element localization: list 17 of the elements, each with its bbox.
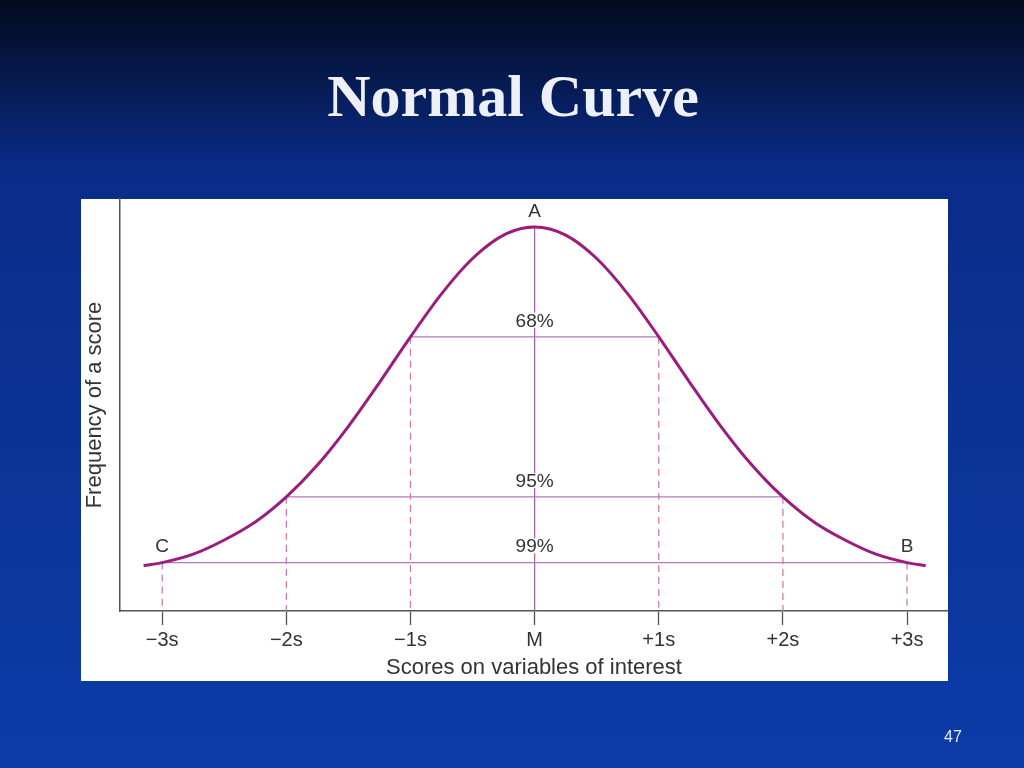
x-axis-title: Scores on variables of interest — [386, 653, 682, 679]
x-tick-label: +1s — [642, 627, 676, 650]
chart-title: Normal Curve — [327, 62, 699, 129]
x-tick-label: −1s — [394, 627, 427, 650]
annotation: C — [155, 535, 170, 557]
annotation: B — [900, 535, 914, 557]
text: 47 — [944, 728, 962, 746]
annotation: 68% — [515, 309, 554, 331]
x-tick-label: +2s — [766, 627, 800, 650]
annotation: 95% — [515, 469, 554, 491]
y-axis-title: Frequency of a score — [81, 301, 107, 509]
x-tick-label: −3s — [145, 627, 179, 650]
x-tick-label: +3s — [890, 627, 924, 650]
annotation: 99% — [515, 535, 554, 557]
x-tick-label: M — [526, 627, 543, 650]
x-tick-label: −2s — [269, 627, 303, 650]
annotation: A — [528, 199, 542, 221]
